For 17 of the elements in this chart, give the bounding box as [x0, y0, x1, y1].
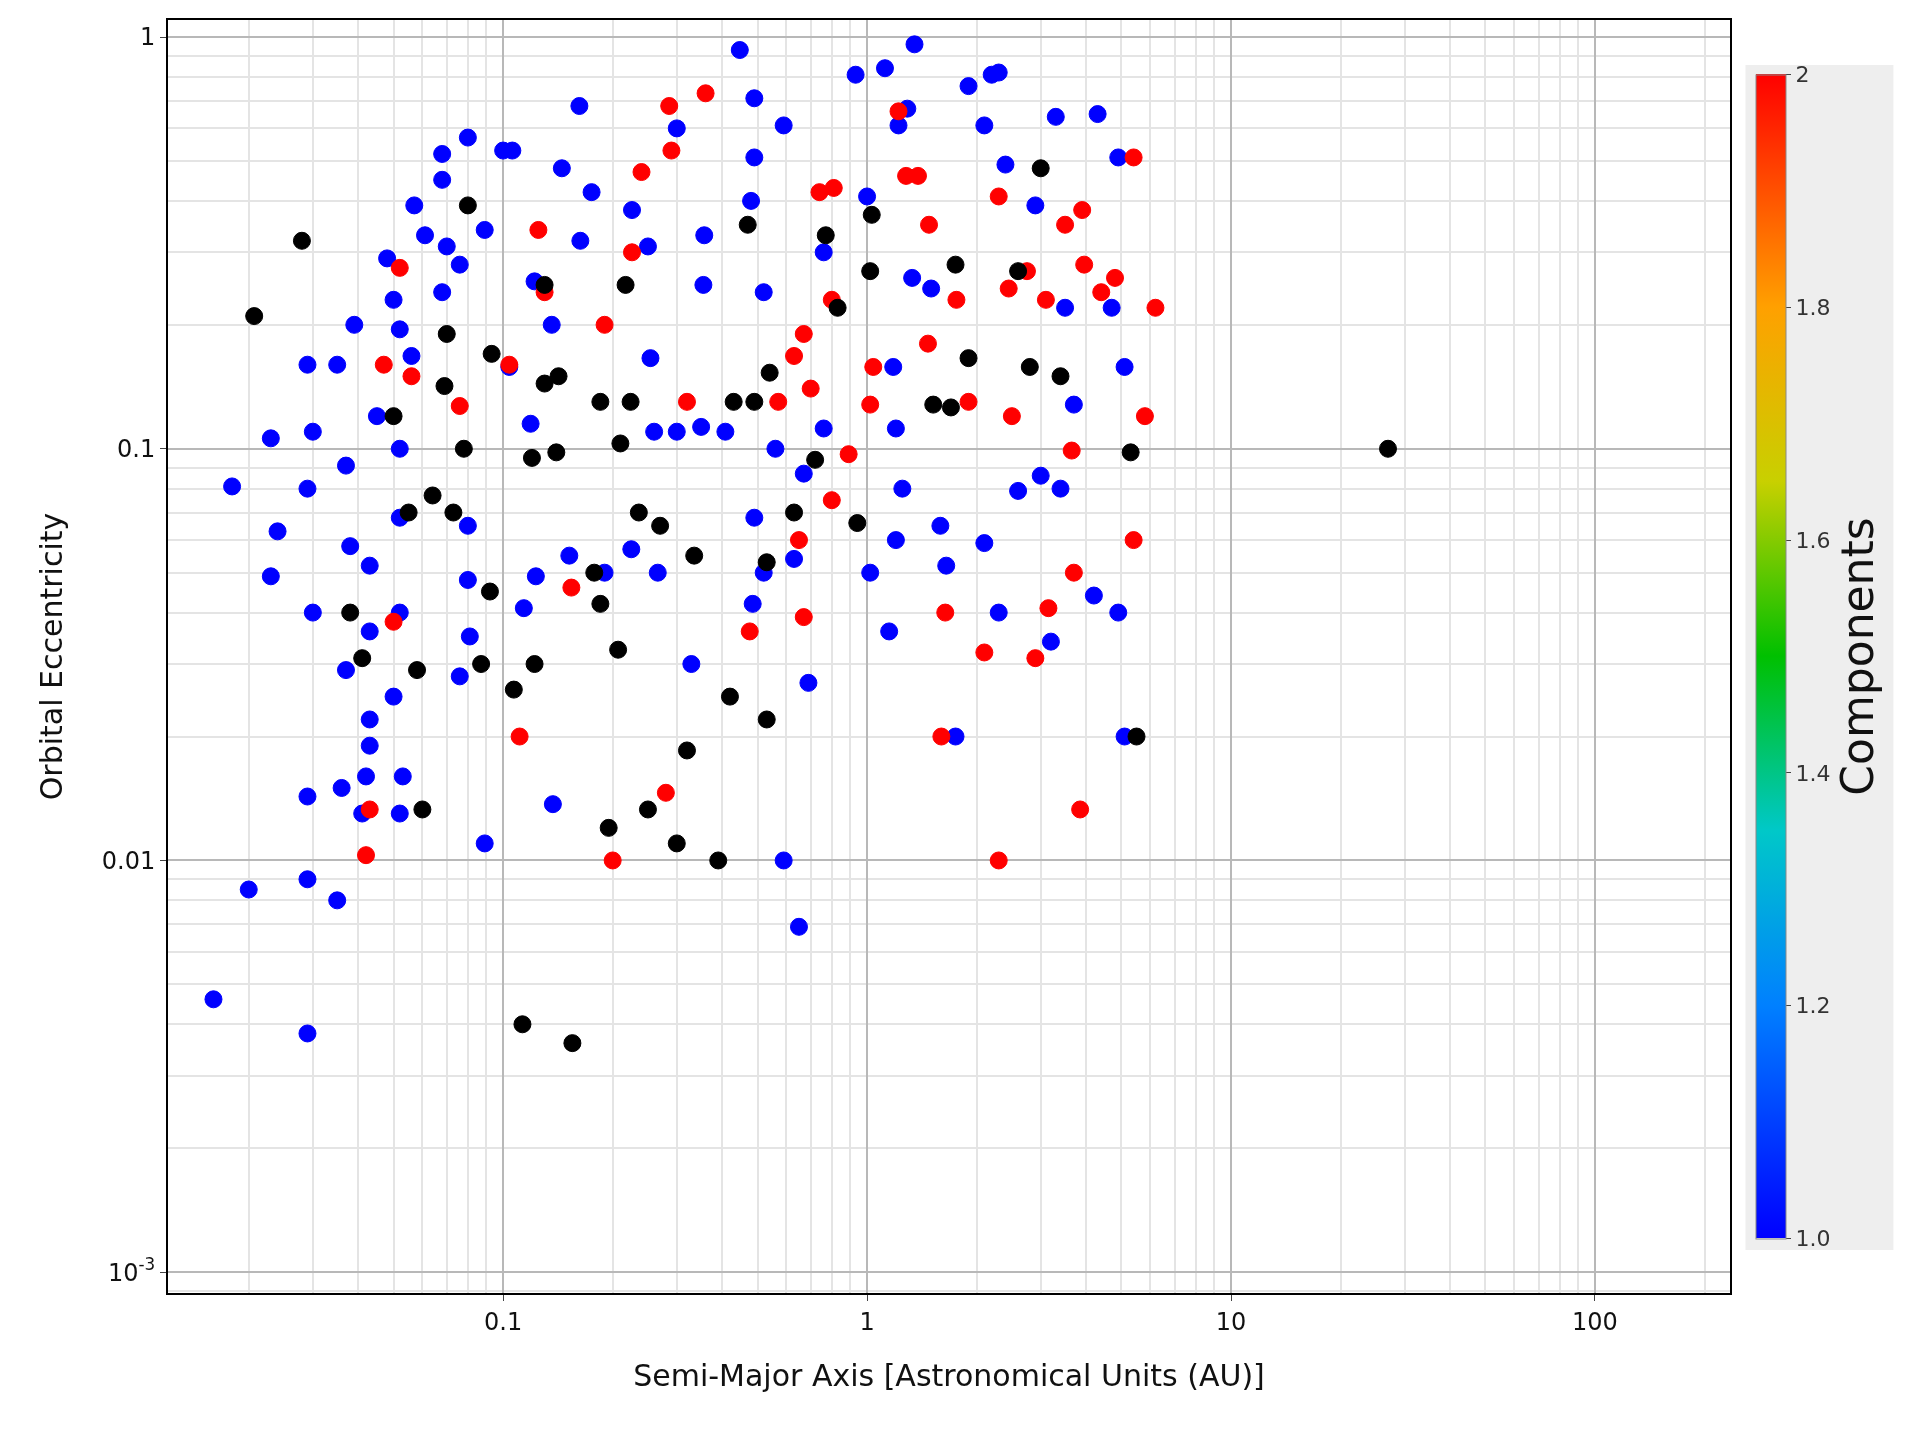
y-tick-label: 0.1	[117, 435, 156, 464]
y-tick-label: 1	[139, 23, 156, 52]
x-axis-title: Semi-Major Axis [Astronomical Units (AU)]	[633, 1357, 1265, 1393]
x-tick-label: 10	[1215, 1307, 1247, 1336]
x-tick-label: 0.1	[484, 1307, 523, 1336]
color-bar-label: 1.4	[1795, 760, 1831, 786]
color-bar-label: 1.6	[1795, 527, 1831, 553]
y-axis-title: Orbital Eccentricity	[34, 512, 70, 801]
color-bar-label: 1.8	[1795, 295, 1831, 320]
color-bar-label: 1.2	[1795, 993, 1831, 1019]
color-bar-label: 1.0	[1795, 1226, 1831, 1252]
y-tick-label: 10$^{-3}$	[107, 1254, 156, 1287]
color-bar-label: 2	[1795, 62, 1810, 88]
color-bar-title: Components	[1832, 517, 1884, 796]
y-tick-label: 0.01	[101, 846, 156, 875]
x-tick-label: 1	[859, 1307, 875, 1336]
x-tick-label: 100	[1572, 1307, 1618, 1336]
